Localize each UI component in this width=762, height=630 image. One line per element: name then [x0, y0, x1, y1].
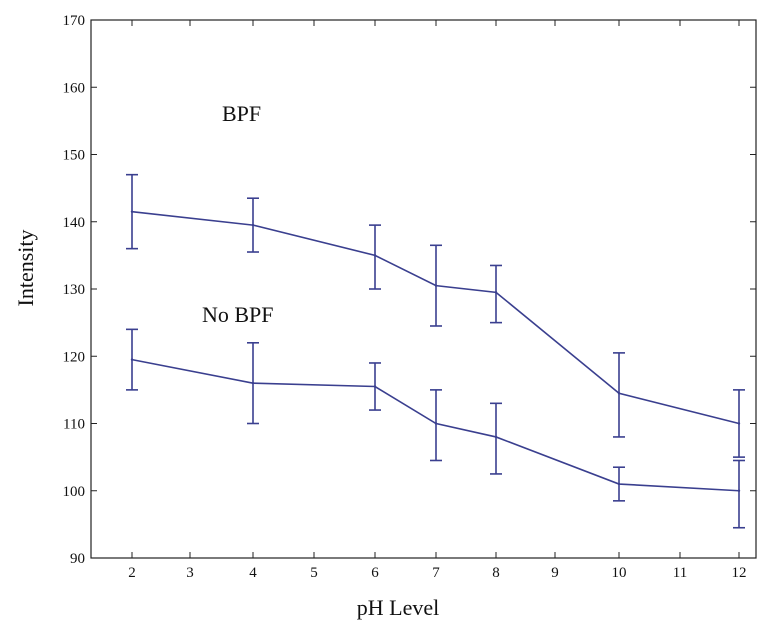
x-tick-label: 10: [612, 565, 627, 581]
data-point-bpf: [130, 210, 134, 213]
data-point-bpf: [494, 291, 498, 294]
y-tick-label: 140: [63, 215, 86, 231]
x-tick-label: 2: [128, 565, 136, 581]
error-bar-bpf: [369, 224, 381, 290]
data-point-no-bpf: [251, 381, 255, 385]
data-point-no-bpf: [617, 482, 621, 486]
y-tick-label: 120: [63, 349, 86, 365]
error-bar-no-bpf: [490, 402, 502, 475]
x-tick-label: 4: [249, 565, 257, 581]
x-tick-label: 12: [732, 565, 747, 581]
x-tick-label: 8: [492, 565, 500, 581]
data-point-no-bpf: [737, 489, 741, 492]
data-point-bpf: [434, 284, 438, 287]
x-tick-label: 11: [673, 565, 687, 581]
data-point-no-bpf: [130, 358, 134, 361]
x-tick-label: 3: [186, 565, 194, 581]
data-point-bpf: [373, 254, 377, 257]
x-tick-label: 6: [371, 565, 379, 581]
data-point-no-bpf: [373, 385, 377, 388]
y-tick-label: 100: [63, 484, 86, 500]
plot-frame: [90, 19, 757, 559]
x-tick-label: 9: [551, 565, 559, 581]
x-tick-label: 5: [310, 565, 318, 581]
error-bar-no-bpf: [733, 459, 745, 529]
y-tick-label: 160: [63, 80, 86, 96]
y-tick-label: 130: [63, 282, 86, 298]
x-tick-label: 7: [432, 565, 440, 581]
error-bar-no-bpf: [430, 389, 442, 462]
y-tick-label: 150: [63, 148, 86, 164]
y-tick-label: 90: [70, 551, 85, 567]
data-point-bpf: [251, 223, 255, 227]
data-point-no-bpf: [434, 422, 438, 425]
data-point-bpf: [737, 422, 741, 425]
y-axis-title: Intensity: [13, 230, 38, 307]
x-axis-title: pH Level: [357, 595, 439, 620]
y-tick-label: 110: [63, 417, 85, 433]
annotation-bpf: BPF: [222, 101, 261, 126]
series-layer: [126, 173, 745, 529]
ticks: 2 3 4 5 6 7 8 9 10 11 12 90 100 110 120 130 140 150 160 170: [63, 13, 756, 581]
error-bar-bpf: [490, 264, 502, 324]
y-tick-label: 170: [63, 13, 86, 29]
error-bar-bpf: [613, 352, 625, 438]
data-point-no-bpf: [494, 435, 498, 439]
data-point-bpf: [617, 392, 621, 395]
annotation-no-bpf: No BPF: [202, 302, 274, 327]
